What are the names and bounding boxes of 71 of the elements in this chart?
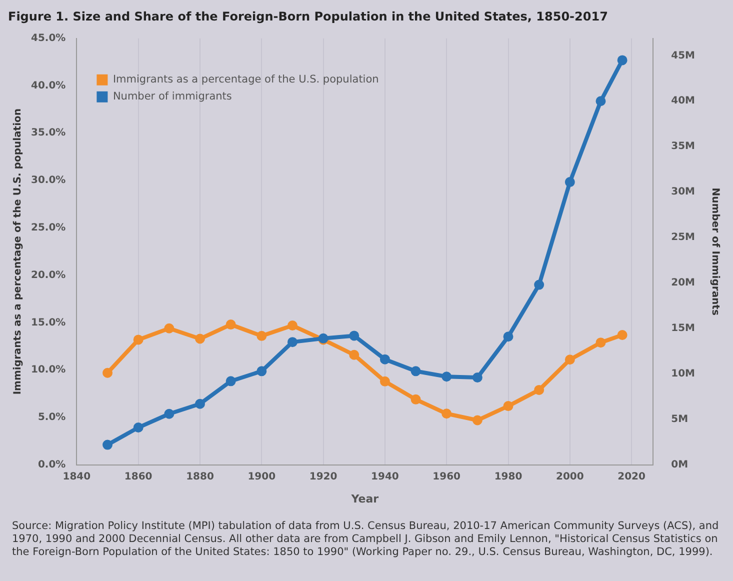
point xyxy=(287,320,298,331)
point xyxy=(133,334,144,345)
y2-tick-label: 25M xyxy=(671,232,696,244)
point xyxy=(410,394,421,404)
y2-tick-label: 0M xyxy=(671,459,688,470)
point xyxy=(256,366,267,376)
x-tick-label: 2020 xyxy=(618,471,646,482)
y2-tick-label: 10M xyxy=(671,368,696,380)
y-tick-label: 15.0% xyxy=(30,317,66,328)
y-tick-label: 25.0% xyxy=(30,222,66,234)
point xyxy=(472,415,482,426)
x-tick-label: 1960 xyxy=(432,471,461,482)
point xyxy=(349,330,360,341)
point xyxy=(617,55,628,66)
point xyxy=(534,280,544,290)
y2-tick-label: 35M xyxy=(671,141,696,152)
point xyxy=(194,398,205,409)
point xyxy=(617,330,628,340)
x-tick-label: 1980 xyxy=(494,471,522,482)
y2-tick-label: 40M xyxy=(671,96,696,107)
point xyxy=(349,350,360,360)
point xyxy=(410,366,421,376)
point xyxy=(503,401,514,412)
chart-title: Figure 1. Size and Share of the Foreign-Born Population in the United States, 1850-2017 xyxy=(8,9,608,24)
y-tick-label: 5.0% xyxy=(38,412,66,424)
point xyxy=(287,337,298,348)
point xyxy=(133,422,144,433)
point xyxy=(472,372,482,383)
y2-tick-label: 30M xyxy=(671,186,696,198)
x-tick-label: 1900 xyxy=(248,471,276,482)
y2-tick-label: 5M xyxy=(671,414,688,425)
point xyxy=(596,96,606,106)
x-tick-label: 1920 xyxy=(309,471,338,482)
y-tick-label: 40.0% xyxy=(30,80,66,92)
point xyxy=(164,408,174,419)
y2-axis-title: Number of Immigrants xyxy=(709,188,720,316)
point xyxy=(102,440,113,450)
point xyxy=(256,330,267,341)
y-tick-label: 45.0% xyxy=(30,32,66,44)
y2-tick-label: 15M xyxy=(671,323,696,334)
x-axis-title: Year xyxy=(350,492,380,506)
x-tick-label: 1940 xyxy=(371,471,399,482)
point xyxy=(534,384,544,395)
point xyxy=(596,338,606,348)
point xyxy=(226,376,236,386)
y-axis-title: Immigrants as a percentage of the U.S. population xyxy=(12,108,24,395)
point xyxy=(194,334,205,344)
legend-label: Number of immigrants xyxy=(112,90,232,103)
y-tick-label: 30.0% xyxy=(30,175,66,186)
point xyxy=(380,376,390,386)
x-tick-label: 1880 xyxy=(186,471,214,482)
y2-tick-label: 45M xyxy=(671,50,696,62)
y-tick-label: 20.0% xyxy=(30,270,66,281)
x-tick-label: 1860 xyxy=(124,471,152,482)
y-tick-label: 35.0% xyxy=(30,128,66,139)
point xyxy=(380,354,390,364)
y2-tick-label: 20M xyxy=(671,278,696,289)
y-tick-label: 0.0% xyxy=(38,459,66,470)
point xyxy=(102,368,113,378)
point xyxy=(442,372,452,382)
legend-label: Immigrants as a percentage of the U.S. population xyxy=(112,74,379,86)
y-tick-label: 10.0% xyxy=(30,364,66,376)
point xyxy=(503,332,514,342)
point xyxy=(164,323,174,334)
point xyxy=(564,354,575,365)
x-tick-label: 2000 xyxy=(556,471,584,482)
point xyxy=(442,408,452,419)
x-tick-label: 1840 xyxy=(62,471,91,482)
point xyxy=(564,177,575,188)
source-note: Source: Migration Policy Institute (MPI) tabulation of data from U.S. Census Bureau, 2010-17 American Community Surveys (ACS), and 1970, 1990 and 2000 Decennial Census. All other data are from Campbell J. Gibson and Emily Lennon, "Historical Census Statistics on the Foreign-Born Population of the United States: 1850 to 1990" (Working Paper no. 29., U.S. Census Bureau, Washington, DC, 1999). xyxy=(12,520,720,559)
point xyxy=(226,320,236,330)
